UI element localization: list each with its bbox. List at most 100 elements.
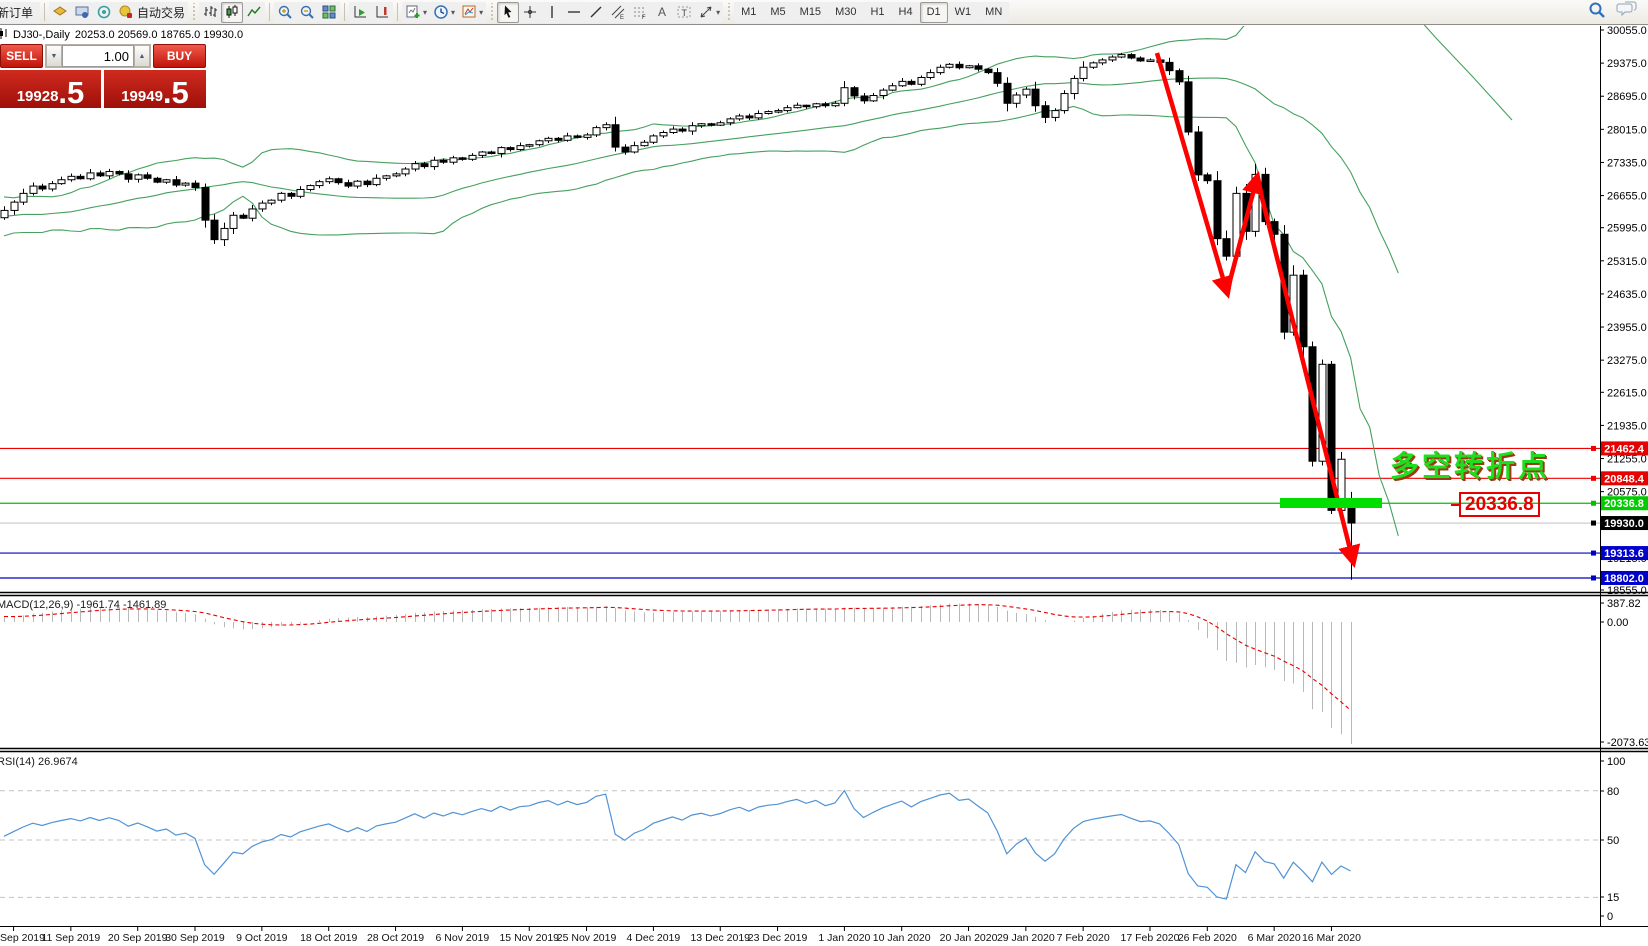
- zoom-out-icon[interactable]: [296, 1, 319, 23]
- chat-icon[interactable]: [1616, 1, 1638, 24]
- toolbar-grip: [726, 3, 732, 21]
- timeframe-button-W1[interactable]: W1: [947, 1, 979, 23]
- channel-tool-icon[interactable]: E: [607, 1, 630, 23]
- volume-increase-button[interactable]: ▲: [134, 45, 150, 67]
- text-label-tool-icon[interactable]: T: [673, 1, 696, 23]
- rsi-name: RSI(14): [0, 756, 35, 768]
- trendline-tool-icon[interactable]: [585, 1, 608, 23]
- bollinger-bands: [3, 26, 1399, 537]
- svg-text:T: T: [682, 8, 688, 18]
- buy-button[interactable]: BUY: [153, 44, 206, 68]
- svg-text:15 Nov 2019: 15 Nov 2019: [499, 932, 559, 944]
- candlestick-chart-type-icon[interactable]: [221, 1, 244, 23]
- bid-price-display[interactable]: 19928 .5: [0, 70, 101, 108]
- svg-text:20848.4: 20848.4: [1604, 473, 1645, 485]
- svg-text:0.00: 0.00: [1607, 617, 1628, 629]
- fibonacci-tool-icon[interactable]: F: [629, 1, 652, 23]
- cursor-tool-icon[interactable]: [497, 1, 520, 23]
- arrows-tool-icon[interactable]: ▾: [695, 1, 724, 23]
- toolbar-grip: [489, 3, 495, 21]
- toolbar-separator: [44, 3, 46, 21]
- svg-text:19313.6: 19313.6: [1604, 548, 1644, 560]
- svg-text:27335.0: 27335.0: [1607, 157, 1647, 169]
- svg-text:25315.0: 25315.0: [1607, 256, 1647, 268]
- dropdown-arrow-icon: ▾: [423, 7, 428, 17]
- green-highlight-bar[interactable]: [1280, 498, 1382, 508]
- horizontal-line-tool-icon[interactable]: [563, 1, 586, 23]
- terminal-icon[interactable]: [71, 1, 94, 23]
- vertical-line-tool-icon[interactable]: [541, 1, 564, 23]
- svg-text:80: 80: [1607, 786, 1619, 798]
- templates-icon[interactable]: ▾: [458, 1, 487, 23]
- svg-text:28695.0: 28695.0: [1607, 91, 1647, 103]
- timeframe-button-D1[interactable]: D1: [919, 1, 948, 23]
- svg-text:21255.0: 21255.0: [1607, 454, 1647, 466]
- chart-shift-icon[interactable]: [371, 1, 394, 23]
- svg-text:23 Dec 2019: 23 Dec 2019: [748, 932, 808, 944]
- strategy-tester-icon[interactable]: [93, 1, 116, 23]
- svg-text:Sep 2019: Sep 2019: [0, 932, 45, 944]
- auto-trading-button[interactable]: 自动交易: [115, 1, 189, 23]
- svg-text:100: 100: [1607, 756, 1625, 768]
- sell-button[interactable]: SELL: [0, 44, 43, 68]
- toolbar-grip: [191, 3, 197, 21]
- new-order-button[interactable]: 新订单: [0, 1, 41, 23]
- market-watch-icon[interactable]: [49, 1, 72, 23]
- candles: [0, 52, 1356, 580]
- crosshair-tool-icon[interactable]: [519, 1, 542, 23]
- auto-scroll-icon[interactable]: [349, 1, 372, 23]
- text-tool-icon[interactable]: A: [651, 1, 674, 23]
- turning-point-annotation[interactable]: 多空转折点: [1390, 451, 1551, 483]
- new-chart-icon[interactable]: ▾: [402, 1, 431, 23]
- auto-trading-label: 自动交易: [137, 5, 186, 20]
- svg-text:23955.0: 23955.0: [1607, 322, 1647, 334]
- bar-chart-type-icon[interactable]: [199, 1, 222, 23]
- svg-text:21935.0: 21935.0: [1607, 420, 1647, 432]
- timeframe-button-H1[interactable]: H1: [863, 1, 892, 23]
- zoom-in-icon[interactable]: [274, 1, 297, 23]
- price-tag-annotation[interactable]: 20336.8: [1451, 492, 1540, 517]
- svg-text:29 Jan 2020: 29 Jan 2020: [997, 932, 1055, 944]
- svg-text:15: 15: [1607, 892, 1619, 904]
- search-icon[interactable]: [1588, 1, 1606, 24]
- horizontal-level-lines[interactable]: [0, 445, 1600, 581]
- timeframe-button-MN[interactable]: MN: [978, 1, 1010, 23]
- svg-text:28 Oct 2019: 28 Oct 2019: [367, 932, 424, 944]
- periods-icon[interactable]: ▾: [430, 1, 459, 23]
- svg-text:24635.0: 24635.0: [1607, 289, 1647, 301]
- svg-text:F: F: [642, 15, 646, 20]
- svg-text:387.82: 387.82: [1607, 598, 1641, 610]
- timeframe-button-M30[interactable]: M30: [828, 1, 864, 23]
- panel-separators[interactable]: [0, 591, 1648, 927]
- svg-text:28015.0: 28015.0: [1607, 124, 1647, 136]
- timeframe-button-M1[interactable]: M1: [734, 1, 764, 23]
- svg-text:18802.0: 18802.0: [1604, 573, 1644, 585]
- svg-text:50: 50: [1607, 835, 1619, 847]
- macd-panel: [3, 603, 1352, 744]
- ask-price-display[interactable]: 19949 .5: [104, 70, 206, 108]
- rsi-indicator-label: RSI(14) 26.9674: [0, 756, 78, 768]
- svg-text:17 Feb 2020: 17 Feb 2020: [1121, 932, 1180, 944]
- toolbar-separator: [397, 3, 399, 21]
- tile-windows-icon[interactable]: [318, 1, 341, 23]
- timeframe-button-H4[interactable]: H4: [891, 1, 920, 23]
- svg-text:20 Sep 2019: 20 Sep 2019: [108, 932, 168, 944]
- trend-arrow-annotation[interactable]: [1154, 52, 1361, 568]
- svg-text:7 Feb 2020: 7 Feb 2020: [1057, 932, 1110, 944]
- timeframe-button-M15[interactable]: M15: [792, 1, 829, 23]
- dropdown-arrow-icon: ▾: [479, 7, 484, 17]
- svg-text:13 Dec 2019: 13 Dec 2019: [690, 932, 750, 944]
- macd-name: MACD(12,26,9): [0, 599, 74, 611]
- timeframe-button-M5[interactable]: M5: [763, 1, 793, 23]
- volume-input[interactable]: [62, 45, 134, 67]
- macd-indicator-label: MACD(12,26,9) -1961.74 -1461.89: [0, 599, 166, 611]
- svg-text:21462.4: 21462.4: [1604, 443, 1645, 455]
- chart-title-bar: DJ30-,Daily 20253.0 20569.0 18765.0 1993…: [0, 28, 243, 42]
- line-chart-type-icon[interactable]: [243, 1, 266, 23]
- svg-text:-2073.63: -2073.63: [1607, 737, 1648, 749]
- volume-decrease-button[interactable]: ▼: [46, 45, 62, 67]
- price-axis[interactable]: 30055.0 29375.0 28695.0 28015.0 27335.0 26655…: [1600, 25, 1648, 926]
